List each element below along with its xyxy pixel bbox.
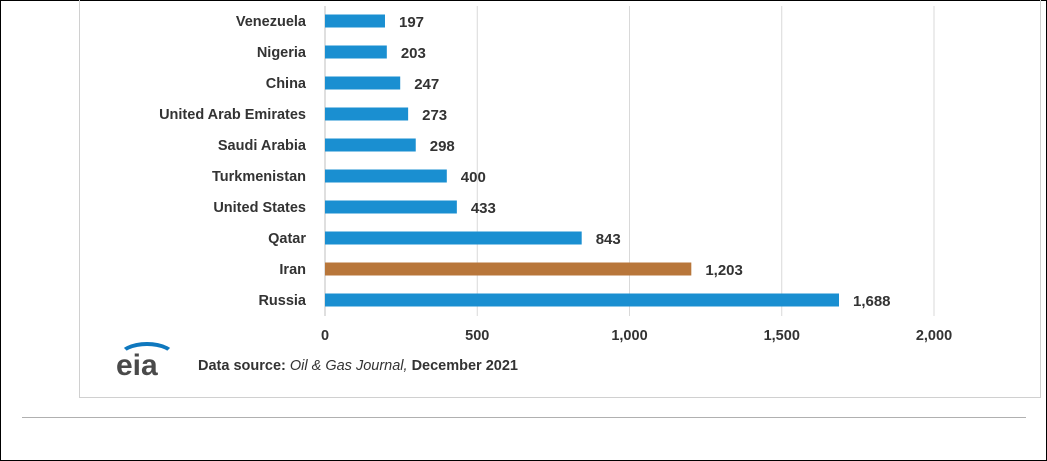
category-label-7: Qatar	[268, 231, 306, 247]
category-labels: Venezuela Nigeria China United Arab Emirate…	[159, 14, 307, 309]
value-label-1: 203	[401, 45, 426, 62]
value-label-4: 298	[430, 138, 455, 155]
bar-4	[325, 138, 416, 152]
x-tick-label-0: 0	[321, 328, 329, 344]
value-label-9: 1,688	[853, 293, 891, 310]
value-label-0: 197	[399, 14, 424, 31]
source-prefix: Data source:	[198, 358, 290, 374]
x-tick-label-4: 2,000	[916, 328, 952, 344]
category-label-1: Nigeria	[257, 45, 307, 61]
bar-1	[325, 45, 387, 59]
value-label-6: 433	[471, 200, 496, 217]
x-tick-label-2: 1,000	[611, 328, 647, 344]
x-tick-label-1: 500	[465, 328, 489, 344]
value-label-7: 843	[596, 231, 621, 248]
bar-6	[325, 200, 457, 214]
category-label-4: Saudi Arabia	[218, 138, 307, 154]
bar-8	[325, 262, 692, 276]
category-label-2: China	[266, 76, 307, 92]
x-axis-tick-labels: 0 500 1,000 1,500 2,000	[321, 328, 952, 344]
chart-panel	[79, 0, 1041, 398]
bar-layer	[325, 14, 839, 307]
bar-7	[325, 231, 582, 245]
value-label-3: 273	[422, 107, 447, 124]
source-date: December 2021	[407, 358, 518, 374]
source-publication: Oil & Gas Journal,	[289, 358, 408, 374]
chart-footer: eia Data source: Oil & Gas Journal, Dece…	[108, 340, 808, 382]
value-label-5: 400	[461, 169, 486, 186]
bar-3	[325, 107, 409, 121]
value-label-2: 247	[414, 76, 439, 93]
category-label-8: Iran	[279, 262, 306, 278]
category-label-0: Venezuela	[236, 14, 307, 30]
data-source-note: Data source: Oil & Gas Journal, December…	[198, 358, 518, 374]
category-label-5: Turkmenistan	[212, 169, 306, 185]
value-labels: 197 203 247 273 298 400 433 843 1,203 1,688	[399, 14, 891, 310]
category-label-6: United States	[213, 200, 306, 216]
x-tick-label-3: 1,500	[764, 328, 800, 344]
bar-5	[325, 169, 447, 183]
eia-logo-arc	[118, 342, 176, 372]
eia-logo-text: eia	[116, 349, 158, 382]
divider-line	[22, 417, 1026, 418]
eia-logo: eia	[108, 340, 190, 382]
value-label-8: 1,203	[705, 262, 743, 279]
category-label-3: United Arab Emirates	[159, 107, 306, 123]
bar-9	[325, 293, 839, 307]
category-label-9: Russia	[258, 293, 306, 309]
bar-2	[325, 76, 401, 90]
bar-0	[325, 14, 385, 28]
